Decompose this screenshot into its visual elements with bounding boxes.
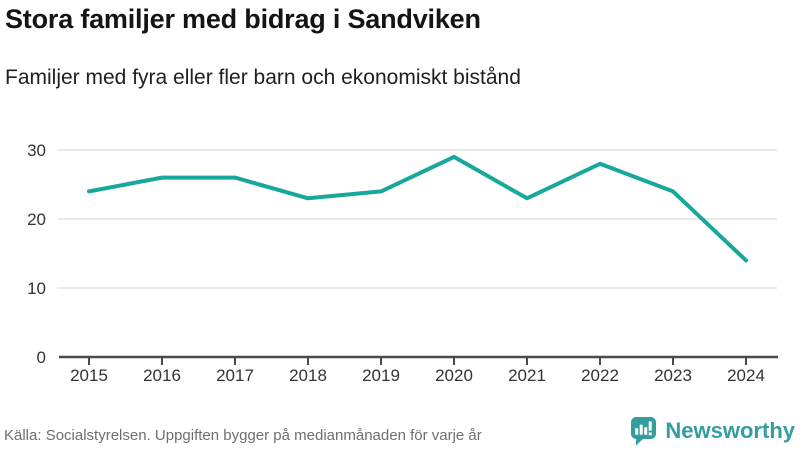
x-tick-label: 2021 [508, 366, 546, 385]
x-tick-label: 2018 [289, 366, 327, 385]
chart-subtitle: Familjer med fyra eller fler barn och ek… [5, 66, 521, 89]
newsworthy-icon [631, 417, 657, 446]
data-line [87, 154, 748, 263]
newsworthy-wordmark: Newsworthy [665, 418, 795, 443]
y-tick-label: 30 [27, 141, 46, 160]
x-tick-label: 2019 [362, 366, 400, 385]
speech-bubble-shape [631, 417, 657, 446]
chart-title: Stora familjer med bidrag i Sandviken [5, 4, 481, 34]
x-tick-label: 2020 [435, 366, 473, 385]
x-tick-label: 2024 [727, 366, 765, 385]
bar-chart-glyph [635, 421, 653, 436]
y-tick-label: 0 [37, 348, 46, 367]
footer: Källa: Socialstyrelsen. Uppgiften bygger… [0, 400, 800, 450]
source-note: Källa: Socialstyrelsen. Uppgiften bygger… [4, 427, 482, 444]
y-tick-label: 20 [27, 210, 46, 229]
x-tick-label: 2023 [654, 366, 692, 385]
x-tick-label: 2017 [216, 366, 254, 385]
y-tick-label: 10 [27, 279, 46, 298]
newsworthy-logo[interactable]: Newsworthy [630, 416, 795, 446]
x-tick-label: 2015 [70, 366, 108, 385]
x-tick-label: 2016 [143, 366, 181, 385]
line-chart: 0 10 20 30 2015 2016 2017 2018 2019 2020 2021 2022 2… [27, 141, 778, 385]
x-tick-label: 2022 [581, 366, 619, 385]
